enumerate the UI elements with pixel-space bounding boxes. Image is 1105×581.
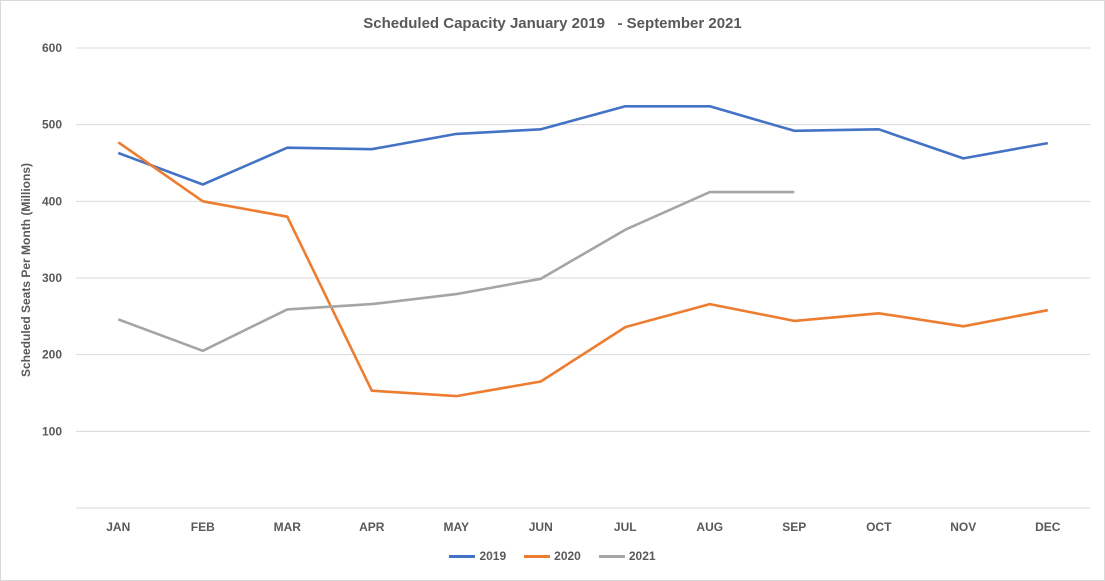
x-tick-label: SEP — [782, 520, 806, 534]
x-tick-label: MAR — [274, 520, 302, 534]
y-tick-label: 200 — [42, 348, 62, 362]
chart-title: Scheduled Capacity January 2019 - Septem… — [363, 15, 742, 32]
series-lines — [117, 105, 1049, 398]
y-tick-label: 400 — [42, 194, 62, 208]
x-tick-label: JUN — [529, 520, 553, 534]
x-tick-label: MAY — [443, 520, 469, 534]
legend-swatch — [524, 554, 551, 558]
x-tick-label: NOV — [950, 520, 976, 534]
y-tick-label: 100 — [42, 424, 62, 438]
x-tick-label: OCT — [866, 520, 892, 534]
legend-label: 2019 — [479, 549, 507, 563]
x-tick-label: AUG — [696, 520, 723, 534]
legend-swatch — [598, 554, 625, 558]
legend-item-2020: 2020 — [524, 549, 581, 563]
legend-item-2021: 2021 — [598, 549, 656, 563]
series-line-2020 — [117, 141, 1049, 398]
legend: 2019 2020 2021 — [0, 549, 1105, 563]
x-tick-label: APR — [359, 520, 385, 534]
series-line-2021 — [117, 190, 795, 353]
tick-labels: 100 200 300 400 500 600 JAN FEB MAR APR MAY JUN JUL A… — [42, 41, 1061, 534]
y-tick-label: 500 — [42, 118, 62, 132]
legend-label: 2021 — [628, 549, 656, 563]
y-tick-label: 600 — [42, 41, 62, 55]
y-tick-label: 300 — [42, 271, 62, 285]
x-tick-label: DEC — [1035, 520, 1061, 534]
x-tick-label: FEB — [191, 520, 215, 534]
legend-label: 2020 — [554, 549, 581, 563]
legend-swatch — [449, 554, 476, 558]
x-tick-label: JAN — [106, 520, 130, 534]
x-tick-label: JUL — [614, 520, 637, 534]
series-line-2019 — [117, 105, 1049, 186]
legend-item-2019: 2019 — [449, 549, 506, 563]
